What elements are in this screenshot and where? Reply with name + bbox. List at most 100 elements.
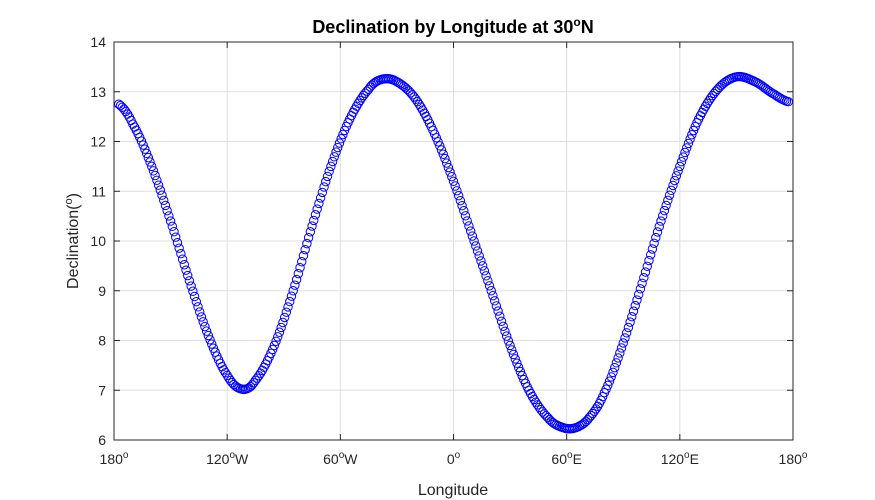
data-point: [255, 368, 266, 378]
data-point: [637, 278, 647, 288]
data-point: [611, 358, 622, 368]
data-point: [783, 97, 793, 107]
data-point: [305, 227, 316, 237]
data-point: [169, 227, 179, 237]
data-point: [447, 171, 457, 182]
data-point: [486, 286, 496, 296]
data-point: [141, 148, 152, 159]
data-point: [659, 205, 670, 216]
data-point: [145, 157, 155, 167]
data-point: [457, 200, 467, 211]
data-point: [685, 134, 695, 144]
data-point: [357, 93, 367, 103]
data-point: [635, 284, 646, 294]
x-tick-label: 0o: [447, 450, 461, 467]
data-point: [409, 92, 419, 102]
data-point: [469, 236, 479, 246]
data-point: [618, 338, 628, 348]
y-tick-label: 9: [98, 283, 106, 299]
data-point: [436, 145, 447, 155]
data-point: [445, 167, 455, 177]
data-point: [673, 166, 683, 176]
y-tick-label: 6: [98, 432, 106, 448]
data-point: [276, 322, 286, 333]
data-point: [651, 232, 661, 243]
x-tick-label: 60oW: [323, 450, 358, 467]
data-point: [200, 321, 210, 332]
data-point: [604, 376, 615, 386]
data-point: [315, 193, 326, 203]
data-point: [402, 84, 412, 94]
data-point: [177, 254, 188, 264]
data-point: [303, 232, 314, 243]
data-point: [249, 378, 259, 388]
data-point: [195, 307, 205, 317]
data-point: [285, 296, 295, 307]
data-point: [705, 93, 716, 103]
data-point: [324, 166, 334, 177]
data-point: [656, 216, 666, 226]
data-point: [663, 195, 673, 206]
data-point: [196, 312, 207, 322]
data-point: [298, 250, 309, 261]
data-point: [699, 104, 709, 114]
x-tick-label: 120oE: [661, 450, 699, 467]
data-point: [205, 335, 215, 345]
data-point: [167, 221, 177, 232]
data-point: [503, 336, 514, 346]
chart-title: Declination by Longitude at 30oN: [312, 15, 593, 37]
data-point: [630, 300, 640, 311]
data-point: [543, 412, 553, 423]
data-point: [671, 171, 682, 181]
data-point: [714, 82, 724, 93]
data-point: [591, 404, 601, 414]
data-point: [532, 400, 543, 410]
y-axis-label: Declination(o): [63, 193, 82, 289]
data-point: [183, 270, 193, 281]
data-point: [153, 180, 164, 190]
data-point: [411, 94, 421, 104]
data-point: [273, 332, 283, 342]
data-point: [310, 210, 321, 220]
y-tick-label: 14: [90, 34, 106, 50]
data-point: [654, 221, 664, 232]
data-point: [472, 246, 483, 256]
data-point: [186, 281, 196, 291]
x-tick-label: 120oW: [206, 450, 249, 467]
data-point: [269, 340, 280, 351]
data-point: [513, 362, 524, 373]
data-point: [481, 271, 491, 281]
data-point: [293, 268, 304, 279]
data-point: [207, 339, 217, 349]
data-point: [471, 241, 481, 251]
data-point: [244, 383, 254, 393]
data-point: [121, 106, 131, 117]
data-point: [500, 326, 510, 336]
data-point: [649, 238, 659, 248]
data-point: [640, 267, 651, 277]
data-point: [322, 171, 333, 182]
data-point: [496, 316, 507, 326]
data-point: [479, 266, 490, 276]
x-tick-label: 180o: [100, 450, 129, 467]
data-point: [355, 95, 365, 106]
x-axis-label: Longitude: [418, 482, 488, 499]
data-point: [644, 255, 654, 266]
data-point: [252, 373, 262, 383]
data-point: [527, 391, 538, 402]
data-point: [317, 187, 328, 198]
data-point: [452, 186, 462, 196]
x-tick-label: 180o: [779, 450, 808, 467]
data-point: [412, 96, 423, 107]
data-point: [606, 372, 616, 382]
y-tick-label: 7: [98, 382, 106, 398]
data-point: [639, 272, 649, 283]
data-point: [295, 263, 305, 273]
data-point: [203, 330, 214, 341]
data-point: [704, 95, 714, 106]
data-point: [603, 380, 613, 391]
data-point: [176, 249, 186, 259]
data-point: [678, 152, 688, 162]
data-point: [291, 274, 302, 285]
